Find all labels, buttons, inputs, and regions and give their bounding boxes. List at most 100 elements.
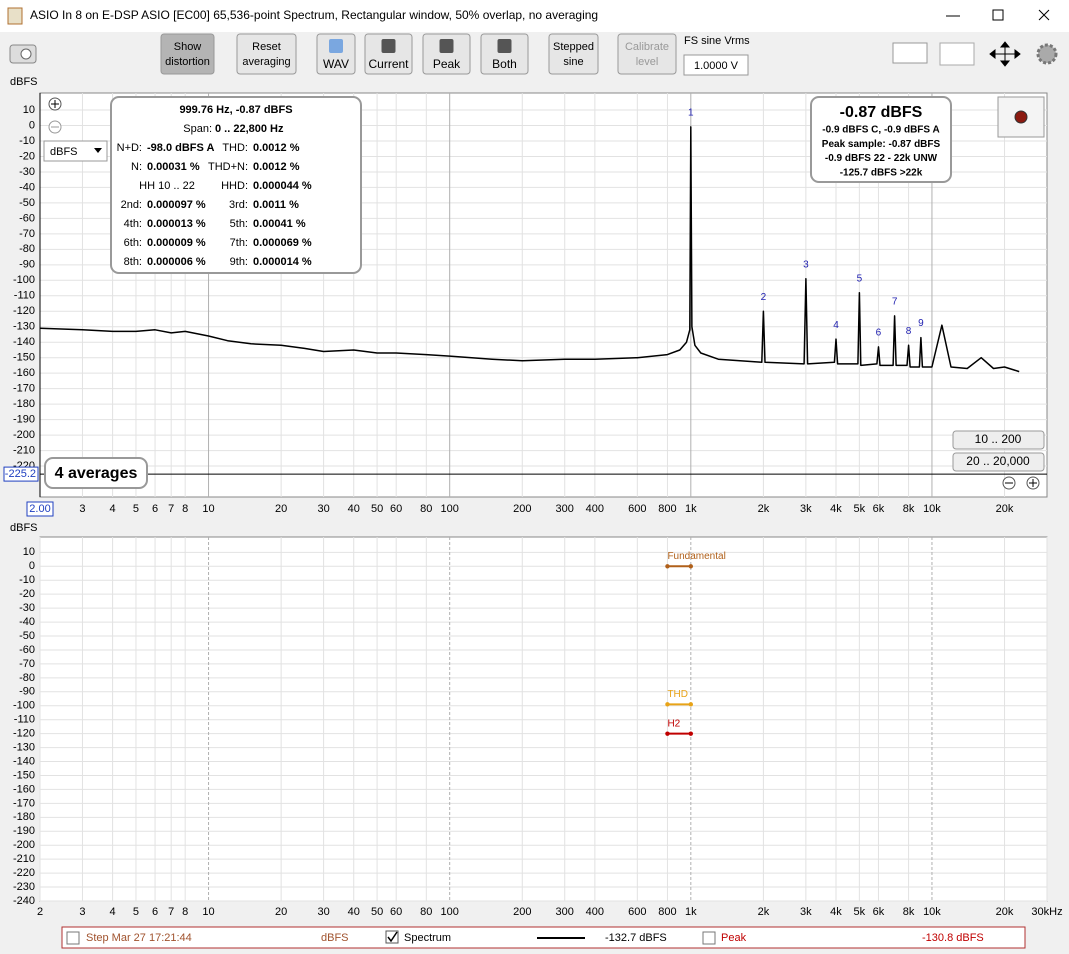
toolbar-button[interactable] [236, 33, 297, 75]
overlay: 999.76 Hz, -0.87 dBFS Span: 0 .. 22,800 … [43, 96, 1045, 490]
button-label[interactable]: distortion [165, 56, 210, 68]
toolbar-button[interactable] [548, 33, 599, 75]
toolbar-button[interactable] [364, 33, 413, 75]
unit-select-value[interactable]: dBFS [50, 146, 78, 158]
x-tick-label: 50 [371, 503, 383, 515]
y-tick-label: -230 [13, 881, 35, 893]
series-label: H2 [667, 718, 680, 729]
y-tick-label: -110 [14, 290, 35, 302]
harmonic-label: 9 [918, 318, 924, 329]
button-label[interactable]: Current [368, 57, 409, 71]
button-icon [439, 39, 454, 53]
button-label[interactable]: Calibrate [625, 41, 669, 53]
move-icon[interactable] [989, 41, 1021, 67]
info-label: HHD: [221, 180, 248, 192]
unit-select[interactable] [43, 140, 108, 162]
info-label: 7th: [230, 237, 248, 249]
toolbar-button[interactable] [617, 33, 677, 75]
y-tick-label: -180 [13, 398, 35, 410]
peak-panel [810, 96, 952, 183]
x-tick-label: 4k [830, 906, 842, 918]
y-tick-label: -240 [13, 895, 35, 907]
peak-detail: -125.7 dBFS >22k [840, 168, 923, 179]
x-tick-label: 5 [133, 503, 139, 515]
y-tick-label: -180 [13, 811, 35, 823]
step-checkbox[interactable] [66, 931, 80, 945]
fs-value[interactable]: 1.0000 V [694, 60, 739, 72]
x-tick-label: 30kHz [1031, 906, 1062, 918]
peak-level: -130.8 dBFS [922, 932, 984, 944]
x-tick-label: 400 [586, 906, 604, 918]
harmonic-label: 5 [857, 273, 863, 284]
y-tick-label: -60 [19, 644, 35, 656]
settings-icon[interactable] [1036, 43, 1058, 65]
y-tick-label: -20 [19, 588, 35, 600]
y-tick-label: -30 [19, 602, 35, 614]
y-tick-label: 0 [29, 119, 35, 131]
toolbar-button[interactable] [480, 33, 529, 75]
series-point [688, 731, 694, 736]
info-label: 4th: [124, 218, 142, 230]
button-label[interactable]: Reset [252, 41, 281, 53]
maximize-button[interactable] [992, 9, 1004, 21]
toolbar-button[interactable] [422, 33, 471, 75]
x-tick-label: 10k [923, 503, 941, 515]
info-label: N: [131, 161, 142, 173]
peak-checkbox[interactable] [702, 931, 716, 945]
y-tick-label: -60 [19, 212, 35, 224]
toolbar-button[interactable] [316, 33, 356, 75]
x-tick-label: 400 [586, 503, 604, 515]
info-value: 0.000006 % [147, 256, 206, 268]
x-tick-label: 20 [275, 906, 287, 918]
x-tick-label: 5k [854, 503, 866, 515]
range-button-label[interactable]: 10 .. 200 [975, 432, 1022, 446]
button-label[interactable]: Stepped [553, 41, 594, 53]
x-tick-label: 3 [79, 906, 85, 918]
toolbar-button[interactable] [160, 33, 215, 75]
legend-bar: Step Mar 27 17:21:44 dBFS Spectrum -132.… [61, 926, 1026, 949]
x-tick-label: 1k [685, 906, 697, 918]
plot-area [39, 536, 1048, 902]
x-tick-label: 5k [854, 906, 866, 918]
y-tick-label: -210 [13, 853, 35, 865]
columns-icon[interactable] [939, 42, 975, 66]
x-tick-label: 8 [182, 906, 188, 918]
range-button[interactable] [952, 452, 1045, 472]
button-label[interactable]: WAV [323, 57, 349, 71]
y-tick-label: -140 [13, 336, 35, 348]
peak-label: Peak [721, 932, 747, 944]
harmonic-label: 6 [876, 327, 882, 338]
button-label[interactable]: level [636, 56, 659, 68]
button-label[interactable]: Both [492, 57, 517, 71]
y-tick-label: -110 [14, 714, 35, 726]
button-label[interactable]: Peak [433, 57, 461, 71]
x-tick-label: 3k [800, 503, 812, 515]
range-button[interactable] [952, 430, 1045, 450]
button-label[interactable]: sine [563, 56, 583, 68]
y-tick-label: -80 [19, 243, 35, 255]
plots: 100-10-20-30-40-50-60-70-80-90-100-110-1… [3, 92, 1063, 918]
harmonic-label: 7 [892, 297, 898, 308]
info-value: 0.000097 % [147, 199, 206, 211]
fs-input[interactable] [683, 54, 749, 76]
zoom-in-x-glyph [1029, 479, 1037, 487]
x-tick-label: 800 [658, 503, 676, 515]
y-tick-label: -30 [19, 166, 35, 178]
y-tick-label: -100 [13, 274, 35, 286]
cursor-y-label: -225.2 [5, 468, 36, 480]
close-button[interactable] [1038, 9, 1050, 21]
y-tick-label: -190 [13, 414, 35, 426]
button-label[interactable]: averaging [242, 56, 290, 68]
x-tick-label: 30 [317, 503, 329, 515]
y-tick-label: -140 [13, 755, 35, 767]
x-tick-label: 10k [923, 906, 941, 918]
button-icon [381, 39, 396, 53]
button-icon [497, 39, 512, 53]
y-tick-label: -160 [13, 367, 35, 379]
layout-icon[interactable] [892, 42, 928, 64]
range-button-label[interactable]: 20 .. 20,000 [966, 454, 1030, 468]
info-label: 2nd: [121, 199, 142, 211]
x-tick-label: 20 [275, 503, 287, 515]
button-label[interactable]: Show [174, 41, 202, 53]
